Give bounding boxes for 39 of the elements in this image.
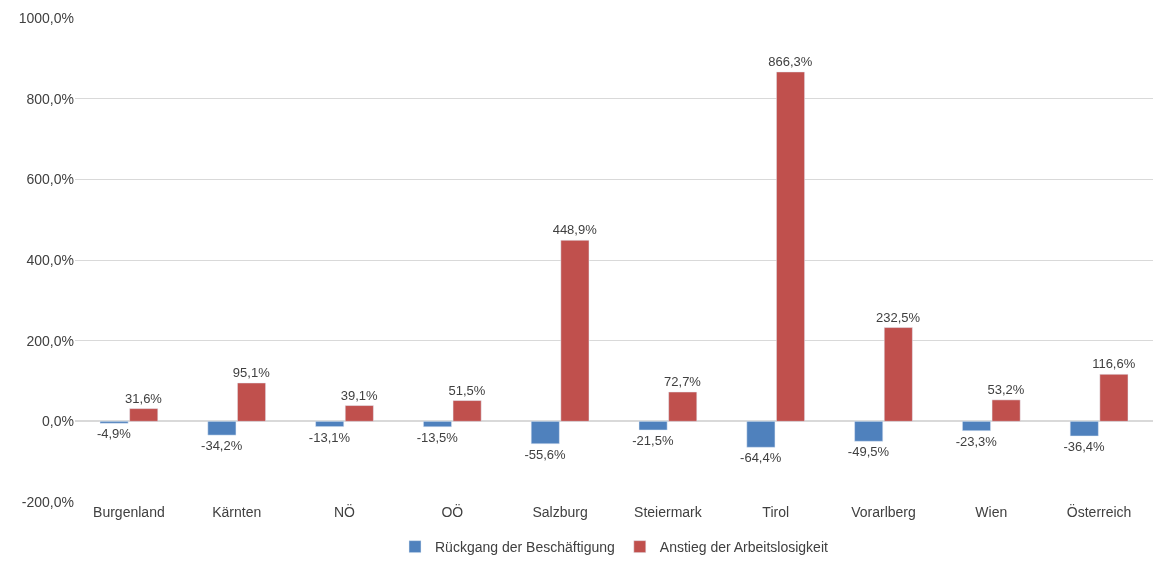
y-tick-label: 400,0% <box>26 251 74 268</box>
x-tick-label: Steiermark <box>634 504 703 520</box>
x-tick-label: NÖ <box>334 503 356 520</box>
data-label: 72,7% <box>664 374 702 390</box>
x-tick-label: OÖ <box>441 503 464 520</box>
y-tick-label: 0,0% <box>42 413 74 430</box>
x-tick-label: Österreich <box>1066 503 1132 520</box>
y-tick-label: 800,0% <box>26 90 74 107</box>
data-label: 448,9% <box>552 222 598 238</box>
data-label: -34,2% <box>201 438 243 454</box>
y-tick-label: 200,0% <box>26 332 74 349</box>
data-label: -4,9% <box>96 426 132 442</box>
data-label: 232,5% <box>876 309 921 325</box>
data-label: 866,3% <box>768 53 813 69</box>
data-label: 51,5% <box>448 382 486 398</box>
y-tick-label: 1000,0% <box>18 9 74 26</box>
y-tick-label: -200,0% <box>21 493 74 510</box>
data-label: 31,6% <box>125 390 163 406</box>
data-label: -49,5% <box>847 444 890 460</box>
data-label: -23,3% <box>955 433 998 449</box>
x-tick-label: Salzburg <box>532 504 588 520</box>
data-label: -36,4% <box>1063 439 1106 455</box>
data-label: -13,5% <box>416 429 459 445</box>
data-label: -64,4% <box>740 450 782 466</box>
x-tick-label: Vorarlberg <box>851 504 916 520</box>
data-label: 95,1% <box>232 364 271 380</box>
data-label: 39,1% <box>340 387 378 403</box>
x-tick-label: Burgenland <box>93 504 165 520</box>
data-label: 53,2% <box>987 381 1025 397</box>
data-label: -55,6% <box>524 446 567 462</box>
data-label: -13,1% <box>308 429 351 445</box>
x-tick-label: Tirol <box>762 504 790 520</box>
data-label: 116,6% <box>1092 356 1136 372</box>
legend-label: Anstieg der Arbeitslosigkeit <box>659 539 828 556</box>
x-tick-label: Kärnten <box>212 504 262 520</box>
data-label: -21,5% <box>632 433 674 449</box>
legend-label: Rückgang der Beschäftigung <box>435 539 615 556</box>
x-tick-label: Wien <box>975 504 1008 520</box>
y-tick-label: 600,0% <box>26 171 74 188</box>
